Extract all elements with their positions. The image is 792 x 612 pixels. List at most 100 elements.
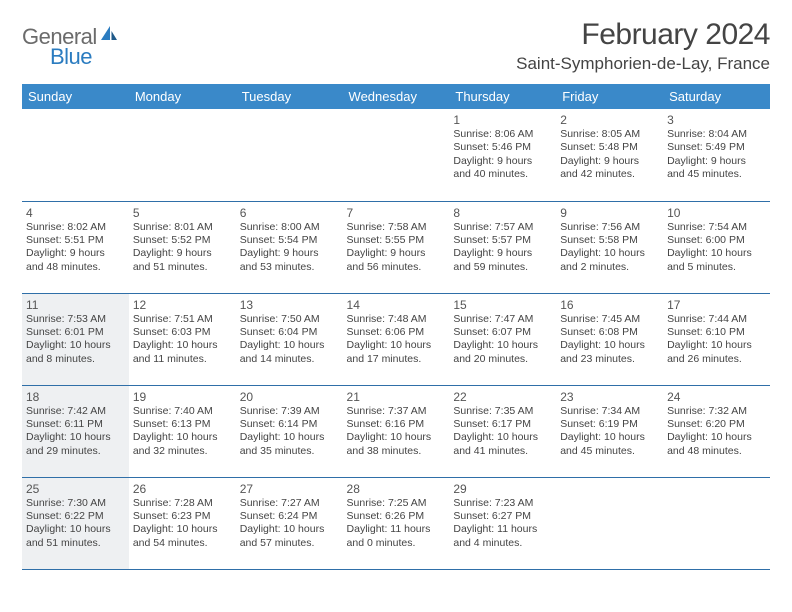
info-daylight1: Daylight: 11 hours	[347, 523, 446, 536]
info-sunset: Sunset: 5:52 PM	[133, 234, 232, 247]
day-number: 13	[240, 298, 339, 312]
info-sunset: Sunset: 6:17 PM	[453, 418, 552, 431]
day-number: 26	[133, 482, 232, 496]
day-info: Sunrise: 7:56 AMSunset: 5:58 PMDaylight:…	[560, 221, 659, 275]
info-daylight2: and 48 minutes.	[667, 445, 766, 458]
info-sunset: Sunset: 6:20 PM	[667, 418, 766, 431]
info-daylight2: and 41 minutes.	[453, 445, 552, 458]
info-sunrise: Sunrise: 7:58 AM	[347, 221, 446, 234]
day-number: 28	[347, 482, 446, 496]
day-number: 23	[560, 390, 659, 404]
calendar-cell: 25Sunrise: 7:30 AMSunset: 6:22 PMDayligh…	[22, 477, 129, 569]
day-info: Sunrise: 8:05 AMSunset: 5:48 PMDaylight:…	[560, 128, 659, 182]
calendar-row: 18Sunrise: 7:42 AMSunset: 6:11 PMDayligh…	[22, 385, 770, 477]
day-info: Sunrise: 7:40 AMSunset: 6:13 PMDaylight:…	[133, 405, 232, 459]
calendar-cell: 4Sunrise: 8:02 AMSunset: 5:51 PMDaylight…	[22, 201, 129, 293]
info-daylight2: and 0 minutes.	[347, 537, 446, 550]
logo-sail-icon	[98, 24, 120, 47]
info-daylight2: and 45 minutes.	[560, 445, 659, 458]
info-daylight1: Daylight: 9 hours	[453, 155, 552, 168]
calendar-cell: 22Sunrise: 7:35 AMSunset: 6:17 PMDayligh…	[449, 385, 556, 477]
info-sunrise: Sunrise: 7:42 AM	[26, 405, 125, 418]
info-daylight1: Daylight: 10 hours	[560, 431, 659, 444]
info-daylight1: Daylight: 10 hours	[133, 431, 232, 444]
info-daylight1: Daylight: 9 hours	[347, 247, 446, 260]
day-info: Sunrise: 7:35 AMSunset: 6:17 PMDaylight:…	[453, 405, 552, 459]
info-sunset: Sunset: 6:01 PM	[26, 326, 125, 339]
info-sunset: Sunset: 6:22 PM	[26, 510, 125, 523]
info-sunrise: Sunrise: 7:50 AM	[240, 313, 339, 326]
info-daylight2: and 32 minutes.	[133, 445, 232, 458]
info-daylight1: Daylight: 9 hours	[453, 247, 552, 260]
info-daylight1: Daylight: 10 hours	[667, 431, 766, 444]
logo: GeneralBlue	[22, 24, 120, 70]
info-sunrise: Sunrise: 7:27 AM	[240, 497, 339, 510]
info-daylight2: and 38 minutes.	[347, 445, 446, 458]
info-daylight1: Daylight: 10 hours	[667, 339, 766, 352]
info-sunset: Sunset: 5:55 PM	[347, 234, 446, 247]
info-sunset: Sunset: 6:13 PM	[133, 418, 232, 431]
calendar-cell-empty	[663, 477, 770, 569]
info-daylight2: and 40 minutes.	[453, 168, 552, 181]
info-sunrise: Sunrise: 7:35 AM	[453, 405, 552, 418]
info-sunset: Sunset: 5:54 PM	[240, 234, 339, 247]
calendar-table: SundayMondayTuesdayWednesdayThursdayFrid…	[22, 84, 770, 570]
info-daylight1: Daylight: 9 hours	[26, 247, 125, 260]
calendar-cell: 12Sunrise: 7:51 AMSunset: 6:03 PMDayligh…	[129, 293, 236, 385]
info-daylight1: Daylight: 10 hours	[26, 339, 125, 352]
calendar-cell: 14Sunrise: 7:48 AMSunset: 6:06 PMDayligh…	[343, 293, 450, 385]
day-number: 22	[453, 390, 552, 404]
day-number: 12	[133, 298, 232, 312]
day-info: Sunrise: 7:34 AMSunset: 6:19 PMDaylight:…	[560, 405, 659, 459]
calendar-cell: 2Sunrise: 8:05 AMSunset: 5:48 PMDaylight…	[556, 109, 663, 201]
info-daylight1: Daylight: 9 hours	[133, 247, 232, 260]
calendar-cell: 28Sunrise: 7:25 AMSunset: 6:26 PMDayligh…	[343, 477, 450, 569]
day-number: 20	[240, 390, 339, 404]
info-sunset: Sunset: 5:58 PM	[560, 234, 659, 247]
info-daylight2: and 35 minutes.	[240, 445, 339, 458]
info-daylight1: Daylight: 10 hours	[133, 339, 232, 352]
day-info: Sunrise: 7:47 AMSunset: 6:07 PMDaylight:…	[453, 313, 552, 367]
day-info: Sunrise: 8:01 AMSunset: 5:52 PMDaylight:…	[133, 221, 232, 275]
info-sunrise: Sunrise: 7:30 AM	[26, 497, 125, 510]
day-info: Sunrise: 7:45 AMSunset: 6:08 PMDaylight:…	[560, 313, 659, 367]
info-daylight1: Daylight: 10 hours	[26, 523, 125, 536]
info-sunset: Sunset: 6:07 PM	[453, 326, 552, 339]
calendar-cell: 6Sunrise: 8:00 AMSunset: 5:54 PMDaylight…	[236, 201, 343, 293]
day-header-saturday: Saturday	[663, 84, 770, 109]
info-sunset: Sunset: 5:48 PM	[560, 141, 659, 154]
info-sunrise: Sunrise: 7:44 AM	[667, 313, 766, 326]
day-number: 11	[26, 298, 125, 312]
day-info: Sunrise: 7:37 AMSunset: 6:16 PMDaylight:…	[347, 405, 446, 459]
day-number: 14	[347, 298, 446, 312]
info-sunset: Sunset: 6:11 PM	[26, 418, 125, 431]
day-info: Sunrise: 7:25 AMSunset: 6:26 PMDaylight:…	[347, 497, 446, 551]
info-sunset: Sunset: 6:04 PM	[240, 326, 339, 339]
day-info: Sunrise: 7:39 AMSunset: 6:14 PMDaylight:…	[240, 405, 339, 459]
calendar-cell: 11Sunrise: 7:53 AMSunset: 6:01 PMDayligh…	[22, 293, 129, 385]
info-daylight2: and 26 minutes.	[667, 353, 766, 366]
day-info: Sunrise: 7:32 AMSunset: 6:20 PMDaylight:…	[667, 405, 766, 459]
calendar-row: 1Sunrise: 8:06 AMSunset: 5:46 PMDaylight…	[22, 109, 770, 201]
info-daylight1: Daylight: 10 hours	[347, 431, 446, 444]
info-daylight1: Daylight: 10 hours	[560, 339, 659, 352]
calendar-cell-empty	[556, 477, 663, 569]
info-sunrise: Sunrise: 8:02 AM	[26, 221, 125, 234]
calendar-cell: 19Sunrise: 7:40 AMSunset: 6:13 PMDayligh…	[129, 385, 236, 477]
info-sunrise: Sunrise: 7:48 AM	[347, 313, 446, 326]
info-sunset: Sunset: 6:08 PM	[560, 326, 659, 339]
day-number: 8	[453, 206, 552, 220]
info-sunrise: Sunrise: 8:05 AM	[560, 128, 659, 141]
calendar-cell: 20Sunrise: 7:39 AMSunset: 6:14 PMDayligh…	[236, 385, 343, 477]
day-number: 15	[453, 298, 552, 312]
month-title: February 2024	[516, 18, 770, 52]
day-info: Sunrise: 7:48 AMSunset: 6:06 PMDaylight:…	[347, 313, 446, 367]
day-number: 27	[240, 482, 339, 496]
day-header-friday: Friday	[556, 84, 663, 109]
calendar-cell: 8Sunrise: 7:57 AMSunset: 5:57 PMDaylight…	[449, 201, 556, 293]
day-header-monday: Monday	[129, 84, 236, 109]
info-daylight1: Daylight: 10 hours	[26, 431, 125, 444]
calendar-cell: 10Sunrise: 7:54 AMSunset: 6:00 PMDayligh…	[663, 201, 770, 293]
info-sunset: Sunset: 5:46 PM	[453, 141, 552, 154]
calendar-cell: 26Sunrise: 7:28 AMSunset: 6:23 PMDayligh…	[129, 477, 236, 569]
